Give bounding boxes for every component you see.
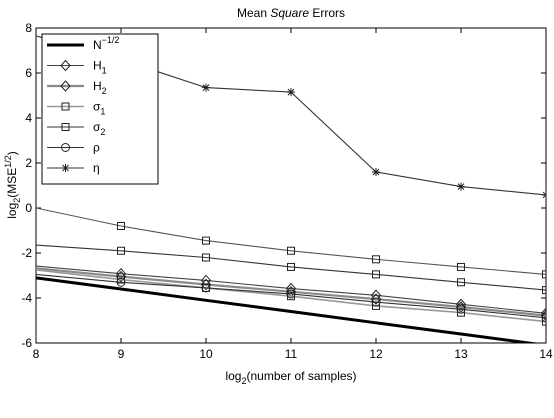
- series-n: [36, 276, 541, 343]
- y-tick-label: 0: [25, 201, 32, 215]
- data-point-h1: [540, 307, 546, 320]
- data-point-rho: [201, 283, 211, 293]
- data-point-h2: [200, 278, 212, 291]
- data-point-extra: [202, 236, 210, 245]
- series-rho: [36, 273, 546, 323]
- legend-label-eta: η: [93, 161, 100, 175]
- data-point-rho: [456, 304, 466, 314]
- y-axis-label: log2(MSE1/2): [3, 151, 22, 219]
- legend-marker-h2: [60, 80, 71, 92]
- legend-label-n: N−1/2: [93, 35, 119, 52]
- data-point-h2: [115, 270, 127, 283]
- legend-label-h1: H1: [93, 59, 107, 76]
- x-axis-label: log2(number of samples): [225, 369, 356, 386]
- data-point-s2: [287, 262, 295, 271]
- data-point-h1: [370, 289, 382, 302]
- data-point-s2: [542, 286, 546, 295]
- chart-title: Mean Square Errors: [237, 6, 345, 20]
- legend-label-h2: H2: [93, 79, 107, 96]
- legend-marker-s1: [61, 102, 70, 111]
- y-tick-label: 6: [25, 66, 32, 80]
- data-point-extra: [372, 255, 380, 264]
- series-line-extra: [36, 207, 546, 275]
- x-tick-label: 14: [539, 347, 553, 361]
- y-axis-label-group: log2(MSE1/2): [3, 151, 22, 219]
- data-point-h2: [540, 309, 546, 322]
- data-point-eta: [457, 182, 465, 191]
- data-point-extra: [457, 262, 465, 271]
- data-point-rho: [541, 313, 546, 323]
- legend-entry-s1: σ1: [47, 100, 105, 117]
- series-s2: [36, 244, 546, 295]
- x-tick-label: 13: [454, 347, 468, 361]
- y-tick-labels: -6 -4 -2 0 2 4 6 8: [21, 21, 32, 350]
- data-point-eta: [202, 83, 210, 92]
- data-point-s2: [202, 253, 210, 262]
- series-line-h1: [36, 265, 546, 314]
- data-point-s2: [457, 278, 465, 287]
- legend-marker-h1: [60, 59, 71, 72]
- data-point-h2: [370, 293, 382, 305]
- legend-label-rho: ρ: [93, 141, 100, 155]
- data-point-extra: [542, 270, 546, 279]
- x-tick-label: 12: [369, 347, 383, 361]
- y-tick-label: 8: [25, 21, 32, 35]
- x-tick-label: 8: [33, 347, 40, 361]
- legend-label-s2: σ2: [93, 120, 105, 137]
- y-tick-label: -2: [21, 246, 32, 260]
- data-point-rho: [371, 297, 381, 307]
- x-tick-labels: 8 9 10 11 12 13 14: [33, 347, 553, 361]
- legend-entry-n: N−1/2: [47, 35, 119, 52]
- legend-entry-h1: H1: [47, 59, 107, 76]
- legend-marker-s2: [61, 123, 70, 131]
- series-line-h2: [36, 267, 546, 317]
- y-tick-label: 2: [25, 156, 32, 170]
- data-point-extra: [117, 222, 125, 230]
- x-tick-label: 9: [118, 347, 125, 361]
- legend-entry-rho: ρ: [47, 141, 100, 155]
- data-point-s2: [372, 270, 380, 279]
- legend-entry-eta: η: [47, 161, 100, 175]
- x-tick-label: 11: [285, 347, 298, 361]
- series-line-s2: [36, 244, 546, 291]
- legend-entry-s2: σ2: [47, 120, 105, 137]
- data-point-eta: [287, 88, 295, 97]
- series-extra: [36, 207, 546, 279]
- data-point-eta: [372, 168, 380, 176]
- y-tick-label: -6: [21, 336, 32, 350]
- legend: N−1/2 H1 H2 σ1 σ2 ρη: [41, 33, 159, 185]
- data-point-s2: [117, 246, 125, 255]
- data-point-extra: [287, 246, 295, 255]
- legend-marker-rho: [61, 143, 70, 152]
- legend-entry-h2: H2: [47, 79, 107, 96]
- series-line-s1: [36, 269, 546, 323]
- data-point-eta: [542, 190, 546, 199]
- y-tick-label: 4: [25, 111, 32, 125]
- x-tick-label: 10: [199, 347, 213, 361]
- data-point-s1: [542, 317, 546, 326]
- y-tick-label: -4: [21, 291, 32, 305]
- legend-label-s1: σ1: [93, 100, 105, 117]
- legend-marker-eta: [61, 164, 70, 172]
- data-point-rho: [286, 289, 296, 299]
- series-line-n: [36, 276, 541, 343]
- series-line-rho: [36, 273, 546, 319]
- legend-box: [41, 33, 159, 185]
- data-point-rho: [116, 277, 126, 287]
